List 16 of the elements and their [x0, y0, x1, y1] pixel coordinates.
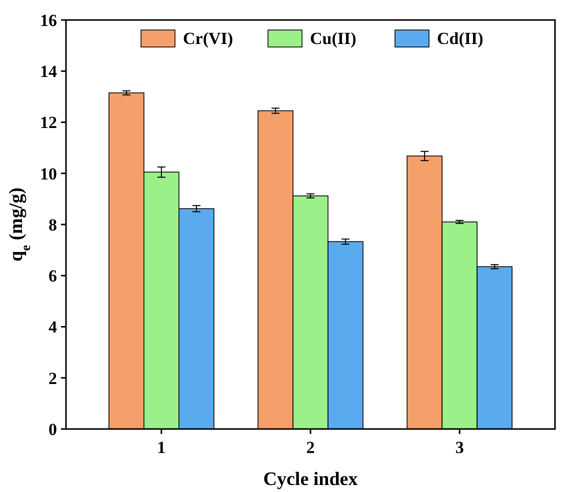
y-tick-label: 6 — [48, 266, 57, 286]
x-tick-label: 2 — [306, 438, 315, 457]
y-tick-label: 2 — [48, 368, 57, 388]
x-axis-title: Cycle index — [263, 469, 358, 490]
y-tick-label: 14 — [40, 62, 58, 82]
y-tick-label: 4 — [48, 318, 58, 337]
x-tick-label: 1 — [157, 438, 166, 457]
x-tick-label: 3 — [455, 438, 464, 457]
legend-label: Cu(II) — [310, 29, 356, 48]
y-tick-label: 8 — [48, 215, 57, 234]
y-tick-label: 0 — [48, 420, 57, 439]
y-tick-label: 10 — [40, 164, 57, 184]
y-tick-label: 12 — [40, 113, 57, 132]
legend-label: Cd(II) — [437, 29, 484, 48]
legend-label: Cr(VI) — [183, 29, 234, 48]
y-tick-label: 16 — [40, 10, 57, 30]
